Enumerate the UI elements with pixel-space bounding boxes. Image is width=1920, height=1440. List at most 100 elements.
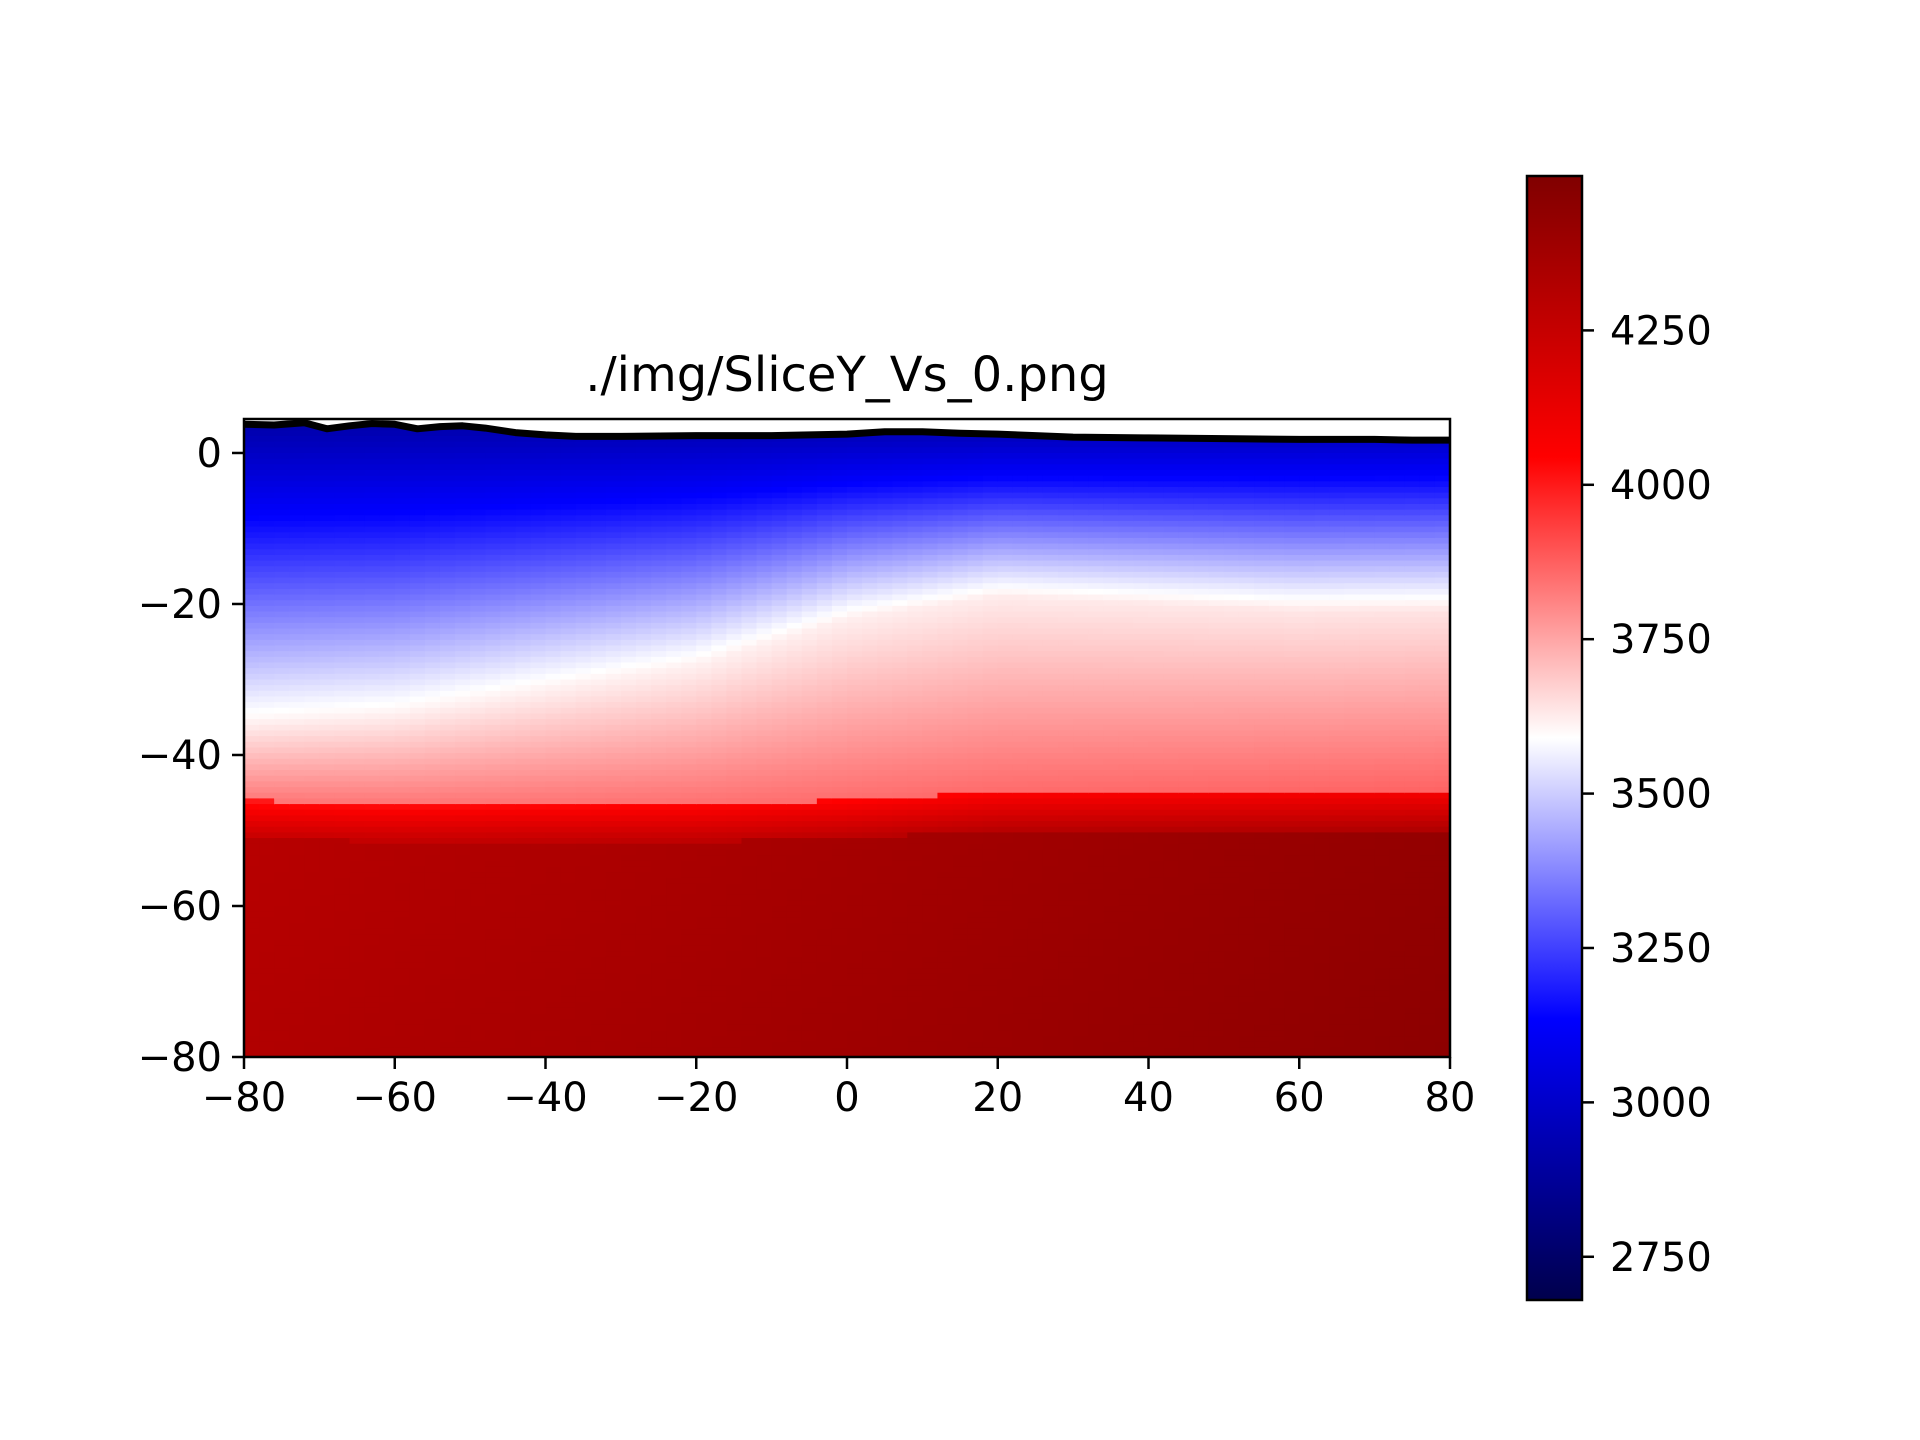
heatmap-cell bbox=[575, 549, 592, 556]
heatmap-cell bbox=[244, 685, 260, 692]
heatmap-cell bbox=[394, 1019, 411, 1026]
heatmap-cell bbox=[319, 554, 336, 562]
heatmap-cell bbox=[831, 1019, 848, 1026]
heatmap-cell bbox=[862, 509, 878, 517]
heatmap-cell bbox=[515, 741, 532, 749]
heatmap-cell bbox=[892, 753, 909, 760]
heatmap-cell bbox=[289, 566, 306, 573]
heatmap-cell bbox=[590, 498, 607, 505]
heatmap-cell bbox=[409, 503, 426, 511]
heatmap-cell bbox=[274, 503, 291, 511]
heatmap-cell bbox=[786, 509, 803, 517]
heatmap-cell bbox=[560, 662, 577, 669]
heatmap-cell bbox=[409, 990, 426, 998]
heatmap-cell bbox=[530, 798, 547, 805]
heatmap-cell bbox=[726, 588, 743, 596]
heatmap-cell bbox=[651, 702, 667, 709]
heatmap-cell bbox=[575, 838, 592, 845]
heatmap-cell bbox=[304, 996, 321, 1004]
heatmap-cell bbox=[424, 469, 441, 477]
heatmap-cell bbox=[455, 990, 471, 998]
heatmap-cell bbox=[892, 707, 909, 715]
heatmap-cell bbox=[259, 866, 275, 873]
heatmap-cell bbox=[605, 843, 622, 851]
heatmap-cell bbox=[379, 815, 396, 822]
heatmap-cell bbox=[560, 617, 577, 624]
heatmap-cell bbox=[877, 736, 894, 743]
heatmap-cell bbox=[304, 430, 321, 437]
heatmap-cell bbox=[831, 702, 848, 709]
heatmap-cell bbox=[439, 724, 456, 732]
heatmap-cell bbox=[470, 1007, 487, 1015]
heatmap-cell bbox=[545, 600, 562, 607]
heatmap-cell bbox=[304, 1030, 321, 1038]
heatmap-cell bbox=[892, 526, 909, 534]
heatmap-cell bbox=[379, 492, 396, 500]
heatmap-cell bbox=[364, 866, 381, 873]
heatmap-cell bbox=[409, 679, 426, 686]
heatmap-cell bbox=[515, 458, 532, 466]
heatmap-cell bbox=[500, 1007, 517, 1015]
heatmap-cell bbox=[771, 877, 788, 885]
heatmap-cell bbox=[439, 826, 456, 834]
heatmap-cell bbox=[424, 719, 441, 726]
heatmap-cell bbox=[756, 962, 773, 970]
heatmap-cell bbox=[334, 979, 351, 987]
heatmap-cell bbox=[907, 475, 924, 483]
heatmap-cell bbox=[590, 1024, 607, 1032]
heatmap-cell bbox=[847, 770, 863, 777]
heatmap-cell bbox=[379, 628, 396, 635]
heatmap-cell bbox=[620, 798, 637, 805]
heatmap-cell bbox=[530, 656, 547, 664]
heatmap-cell bbox=[319, 469, 336, 477]
heatmap-cell bbox=[801, 679, 818, 686]
heatmap-cell bbox=[379, 651, 396, 658]
heatmap-cell bbox=[424, 894, 441, 902]
heatmap-cell bbox=[439, 973, 456, 981]
heatmap-cell bbox=[545, 1019, 562, 1026]
heatmap-cell bbox=[756, 685, 773, 692]
heatmap-cell bbox=[364, 770, 381, 777]
heatmap-cell bbox=[515, 1013, 532, 1021]
heatmap-cell bbox=[500, 1024, 517, 1032]
heatmap-cell bbox=[439, 713, 456, 720]
heatmap-cell bbox=[560, 843, 577, 851]
heatmap-cell bbox=[244, 883, 260, 890]
heatmap-cell bbox=[877, 934, 894, 941]
heatmap-cell bbox=[756, 877, 773, 885]
heatmap-cell bbox=[244, 543, 260, 551]
heatmap-cell bbox=[424, 622, 441, 630]
heatmap-cell bbox=[244, 996, 260, 1004]
heatmap-cell bbox=[560, 668, 577, 675]
heatmap-cell bbox=[394, 877, 411, 885]
heatmap-cell bbox=[364, 889, 381, 896]
heatmap-cell bbox=[756, 996, 773, 1004]
heatmap-cell bbox=[259, 656, 275, 664]
heatmap-cell bbox=[756, 1024, 773, 1032]
heatmap-cell bbox=[545, 832, 562, 839]
heatmap-cell bbox=[847, 1041, 863, 1049]
heatmap-cell bbox=[545, 900, 562, 907]
heatmap-cell bbox=[259, 860, 275, 868]
heatmap-cell bbox=[485, 838, 502, 845]
heatmap-cell bbox=[651, 1036, 667, 1043]
heatmap-cell bbox=[244, 1007, 260, 1015]
heatmap-cell bbox=[801, 435, 818, 443]
heatmap-cell bbox=[274, 855, 291, 862]
heatmap-cell bbox=[319, 458, 336, 466]
heatmap-cell bbox=[590, 532, 607, 539]
heatmap-cell bbox=[500, 877, 517, 885]
heatmap-cell bbox=[907, 537, 924, 545]
heatmap-cell bbox=[786, 996, 803, 1004]
heatmap-cell bbox=[590, 917, 607, 924]
heatmap-cell bbox=[651, 939, 667, 947]
heatmap-cell bbox=[831, 588, 848, 596]
heatmap-cell bbox=[816, 922, 833, 930]
heatmap-cell bbox=[635, 690, 652, 698]
heatmap-cell bbox=[620, 956, 637, 964]
heatmap-cell bbox=[244, 724, 260, 732]
heatmap-cell bbox=[259, 611, 275, 618]
heatmap-cell bbox=[862, 1053, 878, 1057]
heatmap-cell bbox=[711, 753, 728, 760]
heatmap-cell bbox=[394, 464, 411, 471]
